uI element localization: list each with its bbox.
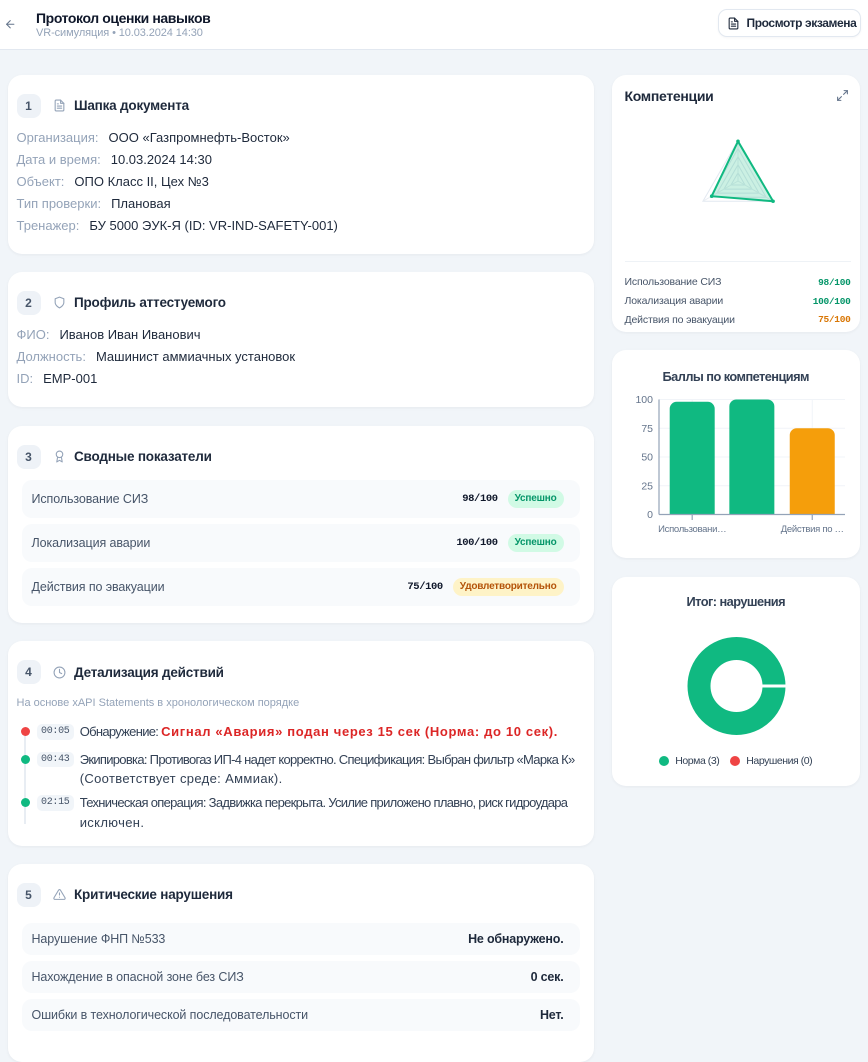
- svg-text:0: 0: [647, 509, 653, 521]
- svg-text:75: 75: [641, 422, 653, 434]
- svg-text:25: 25: [641, 480, 653, 492]
- svg-text:100: 100: [635, 394, 653, 406]
- svg-text:Использовани…: Использовани…: [658, 524, 726, 535]
- svg-text:50: 50: [641, 451, 653, 463]
- svg-text:Действия по …: Действия по …: [780, 524, 843, 535]
